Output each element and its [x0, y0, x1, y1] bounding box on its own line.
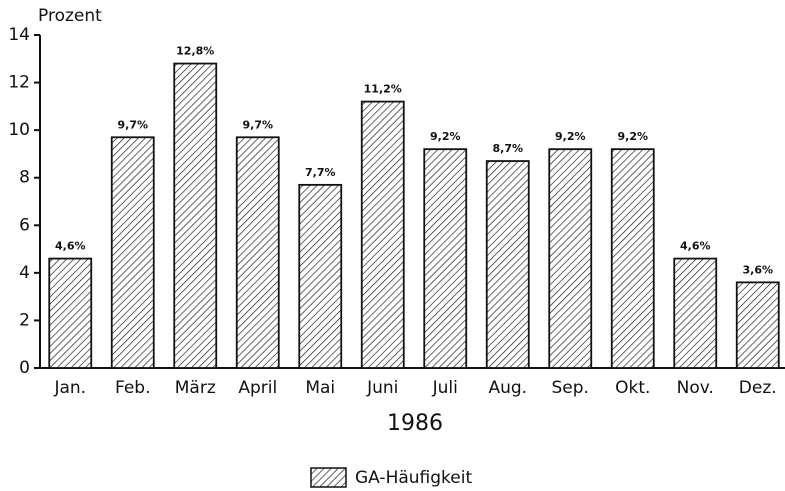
value-label: 4,6%: [55, 240, 86, 253]
x-tick-label: Mai: [305, 378, 335, 398]
value-label: 3,6%: [742, 263, 773, 276]
value-label: 8,7%: [492, 142, 523, 155]
x-tick-label: Feb.: [115, 378, 151, 398]
value-label: 9,7%: [117, 118, 148, 131]
bar: [673, 257, 718, 369]
value-label: 12,8%: [176, 45, 214, 58]
y-tick-label: 14: [8, 25, 30, 45]
x-tick-label: Okt.: [615, 378, 650, 398]
bar: [48, 257, 93, 369]
y-tick-label: 0: [19, 358, 30, 378]
y-tick-label: 8: [19, 168, 30, 188]
y-tick-label: 10: [8, 120, 30, 140]
bar: [235, 136, 280, 369]
y-tick-label: 6: [19, 215, 30, 235]
bar: [485, 160, 530, 369]
x-tick-label: Dez.: [739, 378, 777, 398]
bar: [735, 281, 780, 369]
value-label: 9,2%: [555, 130, 586, 143]
bar: [110, 136, 155, 369]
bar: [610, 148, 655, 369]
x-tick-label: Juli: [432, 378, 458, 398]
bar: [360, 100, 405, 369]
x-tick-label: Sep.: [552, 378, 589, 398]
x-tick-label: April: [238, 378, 277, 398]
value-label: 4,6%: [680, 240, 711, 253]
value-label: 9,2%: [430, 130, 461, 143]
x-axis-label: 1986: [387, 411, 443, 436]
y-tick-label: 2: [19, 310, 30, 330]
y-tick-label: 4: [19, 263, 30, 283]
x-tick-label: Juni: [366, 378, 398, 398]
x-tick-label: Jan.: [53, 378, 86, 398]
value-label: 9,2%: [617, 130, 648, 143]
y-tick-label: 12: [8, 73, 30, 93]
value-label: 11,2%: [364, 83, 402, 96]
bar: [423, 148, 468, 369]
x-tick-label: Aug.: [488, 378, 527, 398]
y-axis-label: Prozent: [38, 6, 102, 26]
x-tick-label: März: [175, 378, 216, 398]
x-tick-label: Nov.: [677, 378, 714, 398]
legend-swatch: [310, 467, 347, 488]
value-label: 9,7%: [242, 118, 273, 131]
legend-label: GA-Häufigkeit: [355, 468, 472, 488]
bar: [298, 183, 343, 369]
bar: [173, 62, 218, 369]
value-label: 7,7%: [305, 166, 336, 179]
bar: [548, 148, 593, 369]
